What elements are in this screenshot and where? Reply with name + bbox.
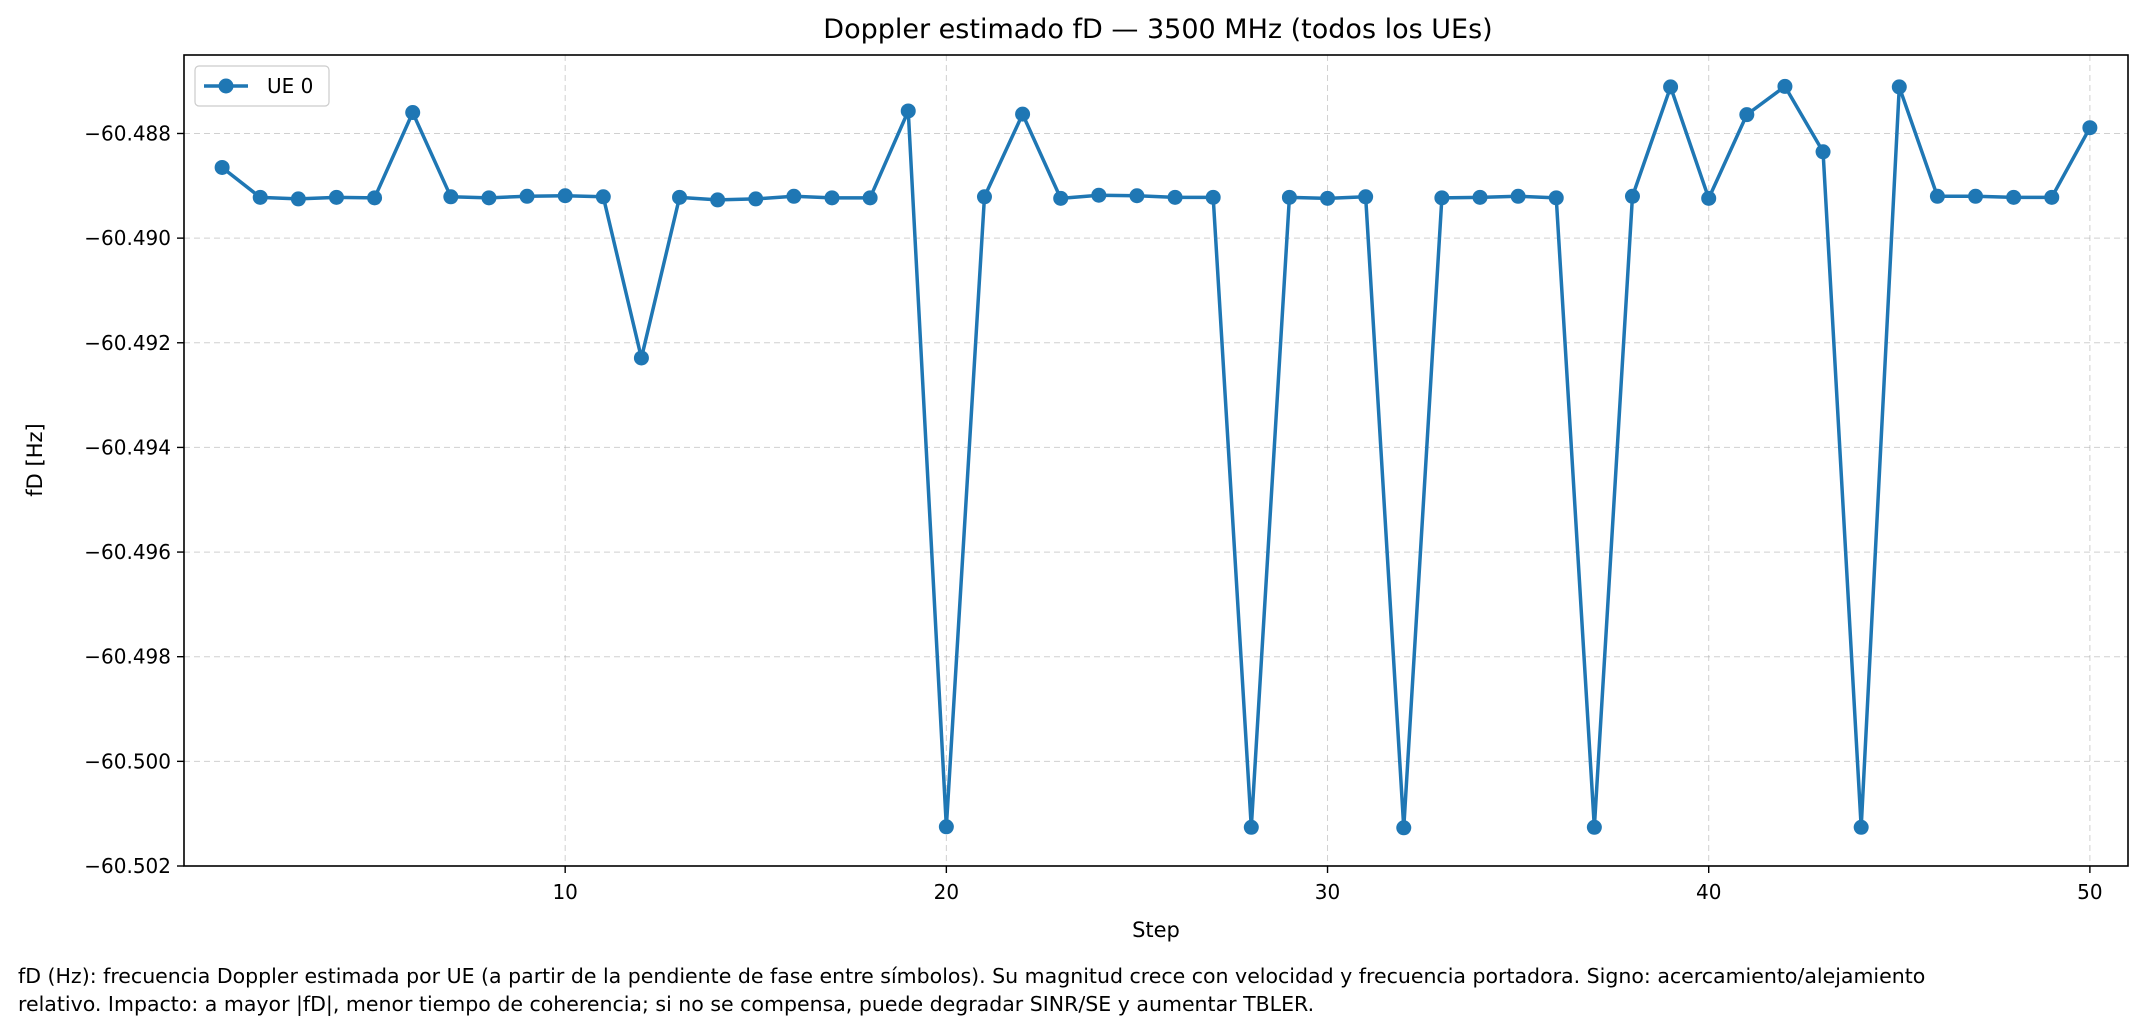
data-point — [1777, 78, 1793, 94]
data-point — [1929, 188, 1945, 204]
y-tick-label: −60.498 — [84, 645, 171, 669]
data-point — [710, 192, 726, 208]
data-point — [481, 190, 497, 206]
x-tick-label: 30 — [1315, 880, 1340, 904]
data-point — [1281, 189, 1297, 205]
data-point — [1624, 188, 1640, 204]
chart-title: Doppler estimado fD — 3500 MHz (todos lo… — [823, 14, 1492, 45]
data-point — [1548, 190, 1564, 206]
data-point — [1358, 189, 1374, 205]
y-tick-label: −60.494 — [84, 435, 171, 459]
y-tick-label: −60.496 — [84, 540, 171, 564]
data-point — [1320, 190, 1336, 206]
data-point — [786, 188, 802, 204]
data-point — [1663, 79, 1679, 95]
data-point — [1053, 190, 1069, 206]
data-point — [2006, 189, 2022, 205]
y-tick-label: −60.502 — [84, 854, 171, 878]
y-axis: −60.502 −60.500 −60.498 −60.496 −60.494 −60.4… — [84, 121, 184, 878]
x-axis-label: Step — [1132, 918, 1180, 942]
legend: UE 0 — [194, 65, 330, 107]
data-point — [1205, 189, 1221, 205]
caption-line-2: relativo. Impacto: a mayor |fD|, menor t… — [18, 992, 1315, 1016]
y-axis-label: fD [Hz] — [23, 423, 47, 496]
data-point — [1891, 79, 1907, 95]
y-tick-label: −60.500 — [84, 749, 171, 773]
data-point — [1739, 107, 1755, 123]
data-point — [595, 189, 611, 205]
data-point — [1015, 106, 1031, 122]
y-tick-label: −60.488 — [84, 121, 171, 145]
x-tick-label: 10 — [552, 880, 577, 904]
data-point — [252, 189, 268, 205]
grid-lines — [184, 55, 2128, 867]
x-tick-label: 20 — [934, 880, 959, 904]
data-point — [367, 190, 383, 206]
data-point — [976, 189, 992, 205]
x-tick-label: 50 — [2077, 880, 2102, 904]
data-point — [1091, 187, 1107, 203]
figure-caption: fD (Hz): frecuencia Doppler estimada por… — [18, 962, 2128, 1018]
data-point — [2044, 189, 2060, 205]
data-point — [1586, 819, 1602, 835]
data-point — [1853, 819, 1869, 835]
data-point — [1968, 188, 1984, 204]
data-point — [1510, 188, 1526, 204]
data-point — [1815, 144, 1831, 160]
data-point — [672, 189, 688, 205]
legend-box — [194, 65, 330, 107]
data-point — [900, 103, 916, 119]
data-point — [2082, 120, 2098, 136]
legend-marker — [218, 78, 234, 94]
data-point — [862, 190, 878, 206]
data-point — [1167, 189, 1183, 205]
doppler-chart: Doppler estimado fD — 3500 MHz (todos lo… — [23, 14, 2129, 942]
data-point — [1472, 189, 1488, 205]
x-tick-label: 40 — [1696, 880, 1721, 904]
x-axis: 10 20 30 40 50 — [552, 866, 2103, 904]
data-point — [519, 188, 535, 204]
data-point — [290, 191, 306, 207]
data-point — [1396, 820, 1412, 836]
data-point — [748, 191, 764, 207]
data-point — [1243, 819, 1259, 835]
data-point — [938, 819, 954, 835]
data-point — [1701, 190, 1717, 206]
y-tick-label: −60.490 — [84, 226, 171, 250]
data-point — [557, 188, 573, 204]
plot-area-frame — [183, 54, 2129, 867]
data-point — [214, 159, 230, 175]
series-line — [221, 84, 2092, 830]
data-point — [1434, 190, 1450, 206]
y-tick-label: −60.492 — [84, 331, 171, 355]
data-point — [328, 189, 344, 205]
data-point — [633, 350, 649, 366]
series-ue-0 — [214, 78, 2098, 836]
data-point — [405, 105, 421, 121]
data-point — [1129, 188, 1145, 204]
caption-line-1: fD (Hz): frecuencia Doppler estimada por… — [18, 964, 1926, 988]
data-point — [824, 190, 840, 206]
data-point — [443, 189, 459, 205]
legend-label: UE 0 — [267, 74, 313, 98]
